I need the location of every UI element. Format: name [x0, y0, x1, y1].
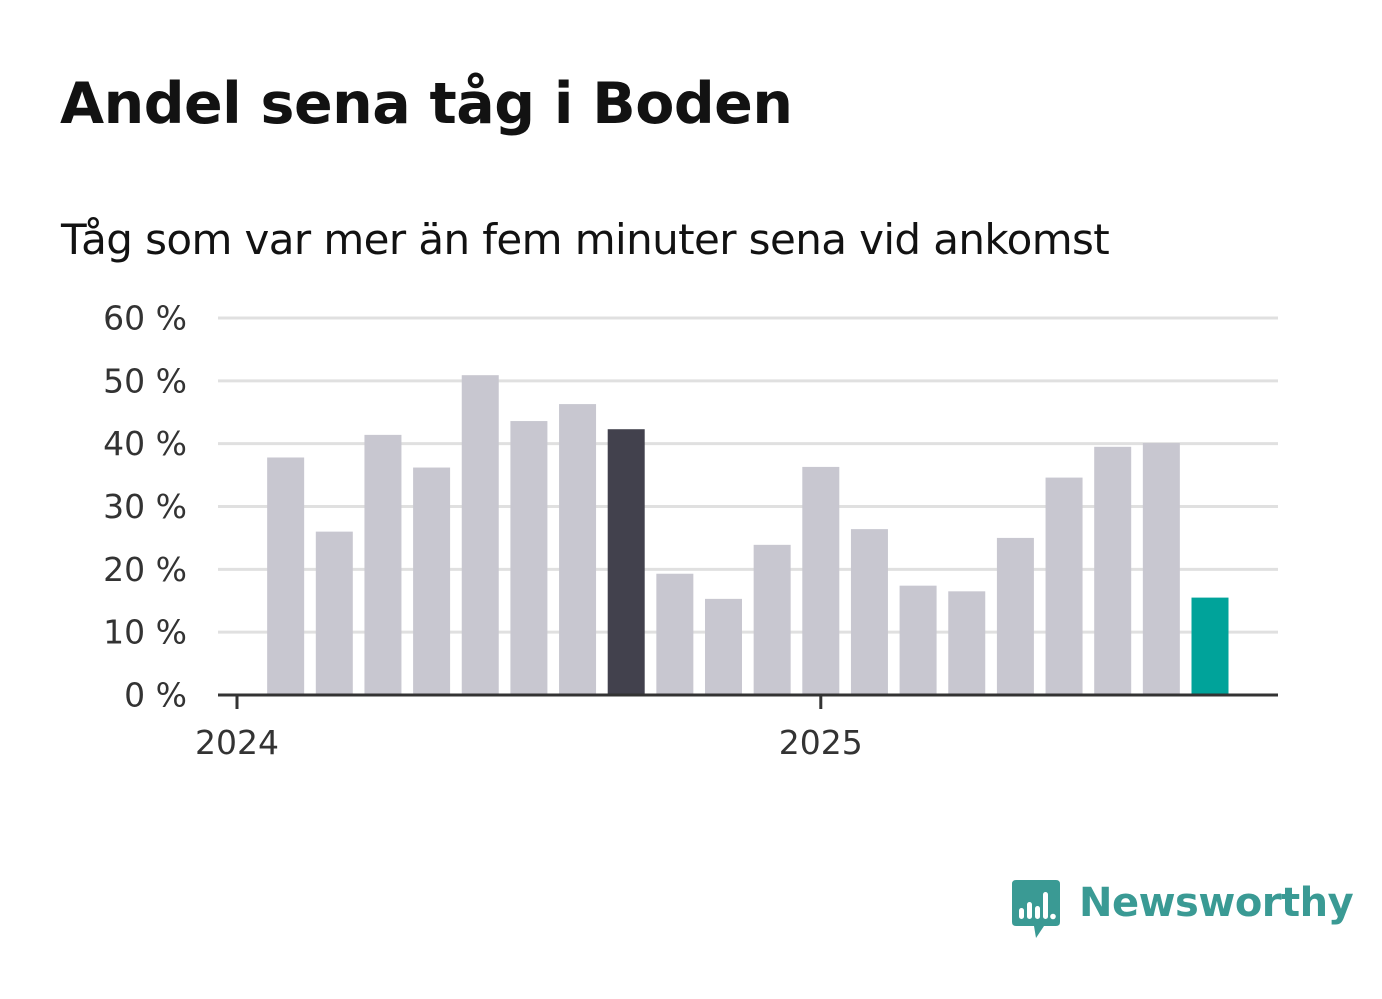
- bar: [1142, 443, 1180, 695]
- y-tick-label: 10 %: [103, 613, 187, 652]
- x-tick-label: 2025: [779, 723, 863, 762]
- bar: [899, 585, 937, 695]
- newsworthy-chart-bubble-icon: [1012, 880, 1060, 938]
- bar: [607, 429, 645, 695]
- y-tick-label: 20 %: [103, 550, 187, 589]
- bar: [315, 531, 353, 695]
- bar: [705, 598, 742, 695]
- y-tick-label: 40 %: [103, 424, 187, 463]
- bar: [996, 537, 1034, 695]
- bar: [948, 591, 986, 695]
- bar: [656, 573, 694, 695]
- bar: [461, 375, 499, 695]
- bar: [510, 421, 548, 695]
- y-tick-label: 0 %: [124, 676, 187, 715]
- bar: [413, 467, 451, 695]
- bar: [364, 434, 402, 695]
- chart-subtitle: Tåg som var mer än fem minuter sena vid …: [61, 215, 1110, 264]
- x-axis: [218, 693, 1278, 709]
- chart-title: Andel sena tåg i Boden: [60, 71, 793, 137]
- bar: [559, 404, 597, 695]
- bar: [267, 457, 305, 695]
- y-tick-labels: 0 % 10 % 20 % 30 % 40 % 50 % 60 %: [103, 299, 187, 715]
- y-tick-label: 30 %: [103, 487, 187, 526]
- bar: [850, 529, 888, 695]
- bar: [753, 544, 791, 695]
- bar: [1045, 477, 1083, 695]
- x-tick-label: 2024: [195, 723, 279, 762]
- bar: [1094, 446, 1132, 695]
- newsworthy-logo: Newsworthy: [1010, 878, 1354, 940]
- y-tick-label: 50 %: [103, 361, 187, 400]
- brand-name: Newsworthy: [1079, 880, 1354, 926]
- x-tick-labels: 2024 2025: [195, 723, 863, 762]
- bar: [1191, 597, 1229, 695]
- bars: [267, 375, 1229, 695]
- bar: [802, 466, 840, 695]
- y-tick-label: 60 %: [103, 299, 187, 338]
